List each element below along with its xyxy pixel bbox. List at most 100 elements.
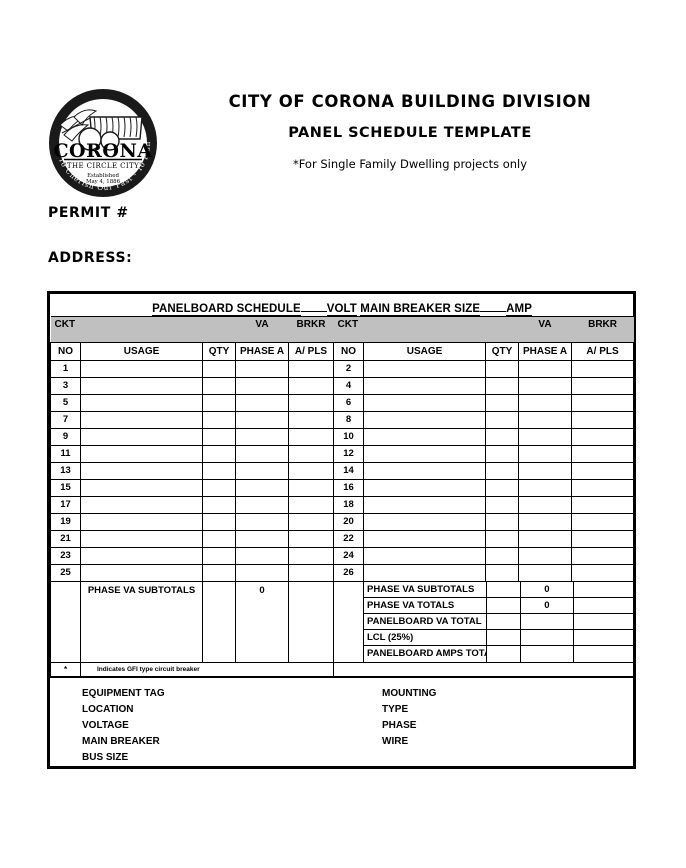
subtotal-right-qty[interactable] — [486, 613, 521, 630]
qty-cell-left[interactable] — [202, 359, 236, 378]
qty-cell-right[interactable] — [485, 444, 519, 463]
a-pls-cell-right[interactable] — [570, 376, 635, 395]
a-pls-cell-right[interactable] — [570, 478, 635, 497]
qty-cell-right[interactable] — [485, 529, 519, 548]
phase-a-cell-right[interactable] — [518, 410, 572, 429]
usage-cell-right[interactable] — [363, 529, 486, 548]
a-pls-cell-left[interactable] — [288, 393, 334, 412]
a-pls-cell-right[interactable] — [570, 427, 635, 446]
usage-cell-left[interactable] — [80, 495, 203, 514]
qty-cell-left[interactable] — [202, 376, 236, 395]
usage-cell-left[interactable] — [80, 546, 203, 565]
qty-cell-left[interactable] — [202, 512, 236, 531]
usage-cell-left[interactable] — [80, 393, 203, 412]
phase-a-cell-right[interactable] — [518, 444, 572, 463]
a-pls-cell-right[interactable] — [570, 563, 635, 582]
subtotal-right-qty[interactable] — [486, 629, 521, 646]
a-pls-cell-left[interactable] — [288, 478, 334, 497]
a-pls-cell-right[interactable] — [570, 512, 635, 531]
a-pls-cell-right[interactable] — [570, 359, 635, 378]
a-pls-cell-left[interactable] — [288, 376, 334, 395]
subtotal-right-qty[interactable] — [486, 597, 521, 614]
phase-a-cell-right[interactable] — [518, 376, 572, 395]
phase-a-cell-right[interactable] — [518, 461, 572, 480]
usage-cell-left[interactable] — [80, 444, 203, 463]
a-pls-cell-left[interactable] — [288, 359, 334, 378]
a-pls-cell-right[interactable] — [570, 529, 635, 548]
usage-cell-left[interactable] — [80, 478, 203, 497]
usage-cell-right[interactable] — [363, 461, 486, 480]
phase-a-cell-left[interactable] — [235, 495, 289, 514]
phase-a-cell-left[interactable] — [235, 478, 289, 497]
subtotal-right-value[interactable] — [519, 613, 575, 630]
qty-cell-right[interactable] — [485, 427, 519, 446]
usage-cell-right[interactable] — [363, 563, 486, 582]
a-pls-cell-left[interactable] — [288, 563, 334, 582]
qty-cell-right[interactable] — [485, 563, 519, 582]
usage-cell-left[interactable] — [80, 461, 203, 480]
a-pls-cell-right[interactable] — [570, 546, 635, 565]
qty-cell-right[interactable] — [485, 376, 519, 395]
qty-cell-right[interactable] — [485, 359, 519, 378]
a-pls-cell-left[interactable] — [288, 512, 334, 531]
phase-a-cell-left[interactable] — [235, 461, 289, 480]
subtotal-right-qty[interactable] — [486, 581, 521, 598]
subtotal-left-qty[interactable] — [202, 580, 236, 663]
a-pls-cell-left[interactable] — [288, 444, 334, 463]
qty-cell-right[interactable] — [485, 478, 519, 497]
phase-a-cell-right[interactable] — [518, 529, 572, 548]
phase-a-cell-left[interactable] — [235, 376, 289, 395]
a-pls-cell-left[interactable] — [288, 461, 334, 480]
usage-cell-right[interactable] — [363, 478, 486, 497]
qty-cell-right[interactable] — [485, 393, 519, 412]
subtotal-right-pls[interactable] — [573, 645, 634, 662]
phase-a-cell-right[interactable] — [518, 512, 572, 531]
phase-a-cell-right[interactable] — [518, 495, 572, 514]
phase-a-cell-right[interactable] — [518, 478, 572, 497]
qty-cell-left[interactable] — [202, 529, 236, 548]
phase-a-cell-left[interactable] — [235, 512, 289, 531]
subtotal-right-pls[interactable] — [573, 581, 634, 598]
qty-cell-left[interactable] — [202, 461, 236, 480]
phase-a-cell-left[interactable] — [235, 529, 289, 548]
usage-cell-left[interactable] — [80, 563, 203, 582]
qty-cell-left[interactable] — [202, 478, 236, 497]
phase-a-cell-left[interactable] — [235, 444, 289, 463]
qty-cell-left[interactable] — [202, 393, 236, 412]
subtotal-right-value[interactable]: 0 — [519, 581, 575, 598]
phase-a-cell-left[interactable] — [235, 393, 289, 412]
phase-a-cell-right[interactable] — [518, 546, 572, 565]
usage-cell-right[interactable] — [363, 410, 486, 429]
phase-a-cell-right[interactable] — [518, 393, 572, 412]
qty-cell-right[interactable] — [485, 461, 519, 480]
usage-cell-left[interactable] — [80, 359, 203, 378]
qty-cell-right[interactable] — [485, 410, 519, 429]
qty-cell-right[interactable] — [485, 495, 519, 514]
phase-a-cell-left[interactable] — [235, 427, 289, 446]
usage-cell-right[interactable] — [363, 495, 486, 514]
amp-blank[interactable] — [480, 310, 507, 312]
subtotal-left-pls[interactable] — [288, 580, 334, 663]
usage-cell-left[interactable] — [80, 376, 203, 395]
qty-cell-left[interactable] — [202, 546, 236, 565]
a-pls-cell-right[interactable] — [570, 461, 635, 480]
usage-cell-right[interactable] — [363, 444, 486, 463]
a-pls-cell-left[interactable] — [288, 546, 334, 565]
usage-cell-right[interactable] — [363, 546, 486, 565]
usage-cell-left[interactable] — [80, 529, 203, 548]
usage-cell-left[interactable] — [80, 427, 203, 446]
qty-cell-right[interactable] — [485, 512, 519, 531]
usage-cell-right[interactable] — [363, 359, 486, 378]
a-pls-cell-right[interactable] — [570, 393, 635, 412]
subtotal-right-pls[interactable] — [573, 613, 634, 630]
phase-a-cell-left[interactable] — [235, 563, 289, 582]
usage-cell-left[interactable] — [80, 512, 203, 531]
usage-cell-right[interactable] — [363, 376, 486, 395]
phase-a-cell-right[interactable] — [518, 427, 572, 446]
a-pls-cell-left[interactable] — [288, 529, 334, 548]
usage-cell-right[interactable] — [363, 512, 486, 531]
subtotal-right-value[interactable] — [519, 645, 575, 662]
a-pls-cell-right[interactable] — [570, 495, 635, 514]
qty-cell-left[interactable] — [202, 410, 236, 429]
a-pls-cell-right[interactable] — [570, 410, 635, 429]
